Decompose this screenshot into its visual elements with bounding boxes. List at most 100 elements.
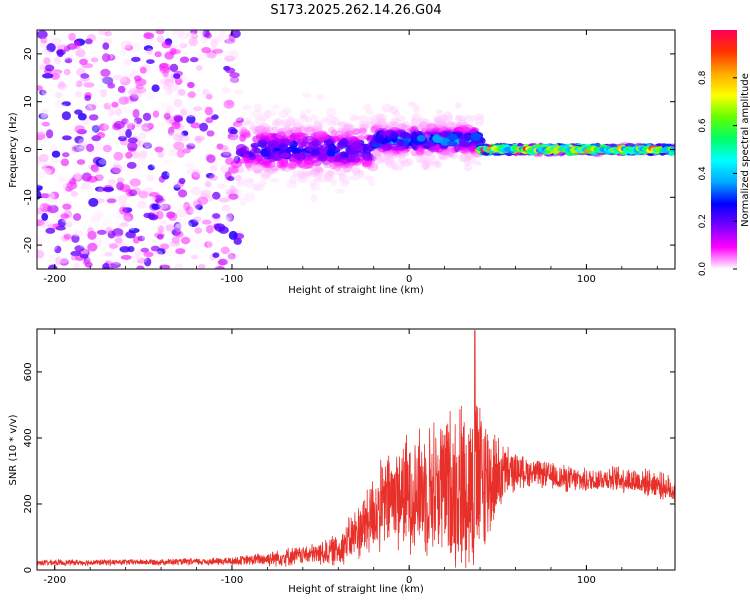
spectrogram-cell: [239, 197, 248, 206]
spectrogram-cell: [62, 152, 70, 158]
spectrogram-cell: [204, 181, 212, 188]
spectrogram-cell: [214, 118, 224, 127]
spectrogram-cell: [164, 256, 171, 264]
spectrogram-cell: [167, 84, 175, 94]
spectrogram-cell: [66, 181, 78, 190]
spectrogram-cell: [239, 157, 249, 164]
spectrogram-cell: [41, 93, 49, 99]
spectrogram-cell: [350, 128, 361, 135]
spectrogram-cell: [299, 114, 308, 120]
spectrogram-cell: [349, 149, 359, 158]
spectrogram-cell: [119, 76, 131, 86]
spectrogram-cell: [266, 166, 278, 174]
spectrogram-cell: [417, 117, 427, 125]
spectrogram-cell: [191, 105, 202, 111]
spectrogram-cell: [330, 179, 338, 186]
spectrogram-cell: [135, 169, 147, 177]
spectrogram-cell: [180, 236, 191, 245]
spectrogram-cell: [466, 156, 477, 165]
spectrogram-cell: [51, 60, 62, 68]
spectrogram-cell: [85, 103, 97, 111]
spectrogram-cell: [426, 159, 433, 167]
spectrogram-cell: [191, 34, 199, 39]
spectrogram-cell: [424, 150, 433, 156]
spectrogram-cell: [42, 102, 51, 109]
spectrogram-cell: [140, 190, 150, 196]
spectrogram-cell: [165, 89, 173, 96]
spectrogram-cell: [435, 109, 443, 115]
spectrogram-cell: [325, 107, 337, 117]
spectrogram-cell: [143, 257, 152, 267]
spectrogram-cell: [349, 114, 358, 122]
spectrogram-cell: [337, 121, 349, 128]
colorbar-bar: [711, 30, 737, 269]
spectrogram-cell: [173, 222, 182, 231]
spectrogram-cell: [330, 129, 338, 138]
spectrogram-cell: [94, 186, 105, 192]
spectrogram-cell: [311, 114, 318, 123]
spectrogram-cell: [86, 132, 94, 139]
spectrogram-cell: [77, 113, 87, 121]
spectrogram-cell: [345, 130, 355, 139]
spectrogram-y-tick-label: -10: [23, 189, 34, 205]
spectrogram-cell: [313, 172, 323, 177]
spectrogram-cell: [37, 207, 44, 215]
spectrogram-cell: [180, 108, 188, 116]
spectrogram-cell: [382, 122, 395, 128]
spectrogram-cell: [54, 245, 62, 254]
spectrogram-cell: [133, 248, 142, 257]
spectrogram-cell: [422, 118, 431, 125]
spectrogram-cell: [179, 42, 188, 49]
spectrogram-cell: [64, 221, 73, 228]
spectrogram-cell: [204, 57, 214, 63]
spectrogram-cell: [280, 119, 292, 125]
spectrogram-cell: [66, 128, 78, 134]
spectrogram-cell: [334, 161, 343, 167]
spectrogram-cell: [151, 84, 160, 92]
spectrogram-cell: [230, 128, 238, 135]
spectrogram-cell: [349, 175, 360, 181]
spectrogram-cell: [56, 44, 68, 50]
spectrogram-cell: [173, 141, 185, 151]
colorbar-tick-label: 0.2: [698, 214, 708, 228]
spectrogram-cell: [380, 123, 390, 129]
spectrogram-cell: [113, 120, 125, 130]
colorbar-tick-label: 0.8: [698, 70, 708, 85]
spectrogram-cell: [60, 158, 69, 167]
spectrogram-cell: [98, 123, 110, 131]
spectrogram-cell: [121, 42, 131, 49]
spectrogram-cell: [259, 114, 269, 122]
spectrogram-cell: [343, 123, 354, 133]
spectrogram-cell: [48, 191, 56, 199]
spectrogram-cell: [455, 115, 463, 121]
spectrogram-cell: [298, 125, 306, 132]
spectrogram-cell: [424, 152, 436, 161]
spectrogram-cell: [235, 217, 246, 227]
spectrogram-cell: [206, 224, 214, 234]
spectrogram-cell: [125, 151, 133, 159]
spectrogram-cell: [136, 160, 146, 169]
spectrogram-cell: [449, 152, 458, 159]
spectrogram-cell: [377, 155, 387, 162]
spectrogram-cell: [138, 150, 148, 159]
spectrogram-cell: [270, 177, 280, 183]
spectrogram-cell: [251, 109, 263, 119]
colorbar-label: Normalized spectral amplitude: [740, 73, 750, 227]
spectrogram-cell: [37, 184, 43, 191]
spectrogram-cell: [108, 133, 117, 141]
spectrogram-cell: [211, 169, 221, 176]
spectrogram-cell: [299, 109, 307, 120]
spectrogram-cell: [77, 142, 88, 150]
spectrogram-cell: [51, 150, 61, 158]
spectrogram-cell: [300, 140, 311, 148]
spectrogram-cell: [209, 174, 218, 181]
spectrogram-cell: [237, 166, 245, 174]
spectrogram-cell: [161, 224, 170, 233]
snr-y-tick-label: 200: [23, 494, 34, 513]
spectrogram-cell: [192, 239, 204, 249]
spectrogram-cell: [64, 57, 73, 64]
spectrogram-cell: [222, 185, 232, 192]
spectrogram-cell: [367, 180, 376, 187]
spectrogram-cell: [191, 171, 200, 180]
spectrogram-cell: [118, 128, 127, 138]
